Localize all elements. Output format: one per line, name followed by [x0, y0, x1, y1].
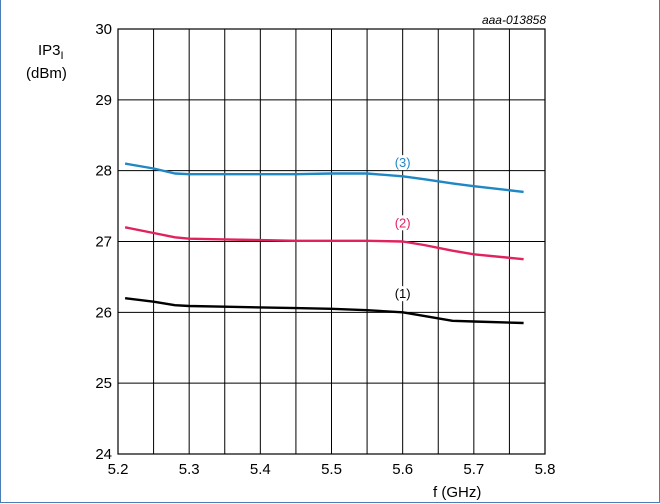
y-tick-label: 26: [95, 304, 112, 321]
y-tick-label: 30: [95, 21, 112, 38]
series-line-1: [125, 298, 523, 323]
series-line-3: [125, 164, 523, 192]
y-tick-label: 25: [95, 375, 112, 392]
y-tick-label: 27: [95, 234, 112, 251]
x-tick-label: 5.6: [392, 461, 413, 478]
y-axis-label: IP3I: [38, 42, 64, 62]
series-line-2: [125, 227, 523, 259]
x-tick-label: 5.5: [321, 461, 342, 478]
series-label-2: (2): [395, 215, 411, 230]
x-tick-label: 5.7: [463, 461, 484, 478]
series-label-1: (1): [395, 286, 411, 301]
y-axis-label-main: IP3: [38, 42, 61, 59]
series-layer: (1) (2) (3): [125, 155, 523, 323]
y-axis-unit: (dBm): [26, 65, 67, 82]
x-axis-label: f (GHz): [433, 484, 481, 501]
y-tick-label: 24: [95, 446, 112, 463]
x-tick-label: 5.2: [108, 461, 129, 478]
y-tick-label: 29: [95, 92, 112, 109]
x-tick-label: 5.4: [250, 461, 271, 478]
x-tick-label: 5.3: [179, 461, 200, 478]
y-axis-label-subscript: I: [61, 50, 64, 62]
y-tick-label: 28: [95, 163, 112, 180]
tick-labels: 5.2 5.3 5.4 5.5 5.6 5.7 5.8 24 25 26 27 28 29 30: [95, 21, 555, 478]
series-label-3: (3): [395, 155, 411, 170]
figure-code: aaa-013858: [482, 13, 546, 27]
x-tick-label: 5.8: [535, 461, 556, 478]
